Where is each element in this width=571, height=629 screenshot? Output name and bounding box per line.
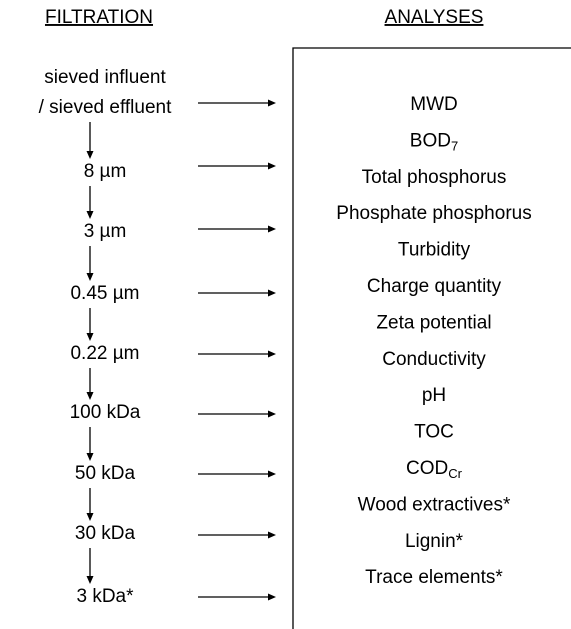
- filtration-step: / sieved effluent: [39, 97, 172, 118]
- filtration-step: 50 kDa: [75, 463, 136, 484]
- analysis-text: Phosphate phosphorus: [336, 203, 531, 224]
- arrow-head: [268, 350, 276, 358]
- analysis-text: COD: [406, 458, 448, 479]
- analysis: Conductivity: [382, 349, 486, 370]
- analysis-subscript: 7: [451, 139, 458, 154]
- filtration-step: 0.22 µm: [70, 343, 139, 364]
- filtration-step: sieved influent: [44, 67, 166, 88]
- analysis: MWD: [410, 94, 457, 115]
- arrow-head: [86, 151, 94, 159]
- analysis: Total phosphorus: [362, 167, 507, 188]
- filtration-header: FILTRATION: [45, 7, 153, 28]
- analysis: BOD7: [410, 130, 458, 153]
- filtration-step: 8 µm: [84, 161, 127, 182]
- analysis: Phosphate phosphorus: [336, 203, 531, 224]
- arrow-head: [268, 225, 276, 233]
- analysis-text: Zeta potential: [376, 312, 491, 333]
- analyses-box: [292, 47, 571, 629]
- analysis-subscript: Cr: [448, 466, 462, 481]
- arrow-head: [268, 162, 276, 170]
- analysis-text: Trace elements*: [365, 567, 503, 588]
- arrow-head: [268, 99, 276, 107]
- analysis-text: MWD: [410, 94, 457, 115]
- analysis: CODCr: [406, 458, 463, 481]
- arrow-head: [268, 531, 276, 539]
- arrow-head: [86, 576, 94, 584]
- analysis-text: BOD: [410, 130, 451, 151]
- arrow-head: [86, 513, 94, 521]
- arrow-head: [268, 410, 276, 418]
- filtration-step: 3 kDa*: [76, 586, 134, 607]
- arrow-head: [86, 211, 94, 219]
- arrow-head: [268, 289, 276, 297]
- filtration-step: 0.45 µm: [70, 283, 139, 304]
- analysis-text: Wood extractives*: [358, 494, 511, 515]
- analysis: Charge quantity: [367, 276, 502, 297]
- analysis-text: Lignin*: [405, 531, 464, 552]
- arrow-head: [268, 593, 276, 601]
- analysis-text: Conductivity: [382, 349, 486, 370]
- arrow-head: [86, 453, 94, 461]
- arrow-head: [86, 333, 94, 341]
- filtration-step: 30 kDa: [75, 523, 136, 544]
- analysis: pH: [422, 385, 446, 406]
- analysis: Wood extractives*: [358, 494, 511, 515]
- filtration-step: 100 kDa: [70, 402, 141, 423]
- analysis-text: Turbidity: [398, 240, 471, 261]
- arrow-head: [86, 273, 94, 281]
- filtration-step: 3 µm: [84, 221, 127, 242]
- analysis-text: TOC: [414, 422, 454, 443]
- analysis: Turbidity: [398, 240, 471, 261]
- analysis-text: pH: [422, 385, 446, 406]
- analysis: TOC: [414, 422, 454, 443]
- analysis-text: Total phosphorus: [362, 167, 507, 188]
- analysis: Zeta potential: [376, 312, 491, 333]
- analysis: Lignin*: [405, 531, 464, 552]
- analysis-text: Charge quantity: [367, 276, 502, 297]
- analyses-header: ANALYSES: [385, 7, 484, 28]
- analysis: Trace elements*: [365, 567, 503, 588]
- arrow-head: [268, 470, 276, 478]
- arrow-head: [86, 392, 94, 400]
